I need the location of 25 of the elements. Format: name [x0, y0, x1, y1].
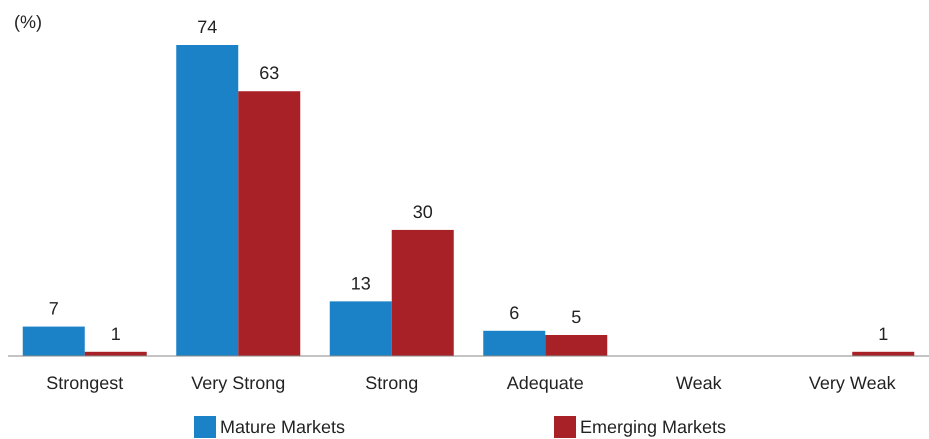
data-label: 7: [48, 298, 59, 319]
data-label: 13: [350, 273, 371, 294]
data-label: 30: [412, 202, 433, 222]
x-tick-label: Very Strong: [191, 373, 286, 393]
bar: [545, 334, 608, 356]
legend-label: Emerging Markets: [580, 417, 726, 437]
bar: [238, 91, 300, 356]
x-tick-label: Strong: [365, 373, 418, 393]
data-label: 74: [197, 17, 218, 37]
y-axis-title: (%): [14, 12, 42, 32]
data-label: 1: [878, 324, 888, 344]
data-label: 1: [110, 324, 121, 344]
legend-label: Mature Markets: [220, 417, 346, 437]
bar: [22, 326, 85, 356]
bar: [330, 301, 392, 356]
bar: [392, 230, 454, 356]
data-label: 63: [259, 63, 280, 84]
x-tick-label: Strongest: [46, 373, 124, 393]
data-label: 6: [509, 302, 520, 323]
x-tick-label: Adequate: [506, 373, 584, 393]
x-tick-label: Weak: [676, 373, 723, 393]
data-label: 5: [571, 306, 582, 327]
bar: [483, 330, 546, 356]
bar: [176, 45, 238, 356]
x-tick-label: Very Weak: [808, 373, 897, 393]
